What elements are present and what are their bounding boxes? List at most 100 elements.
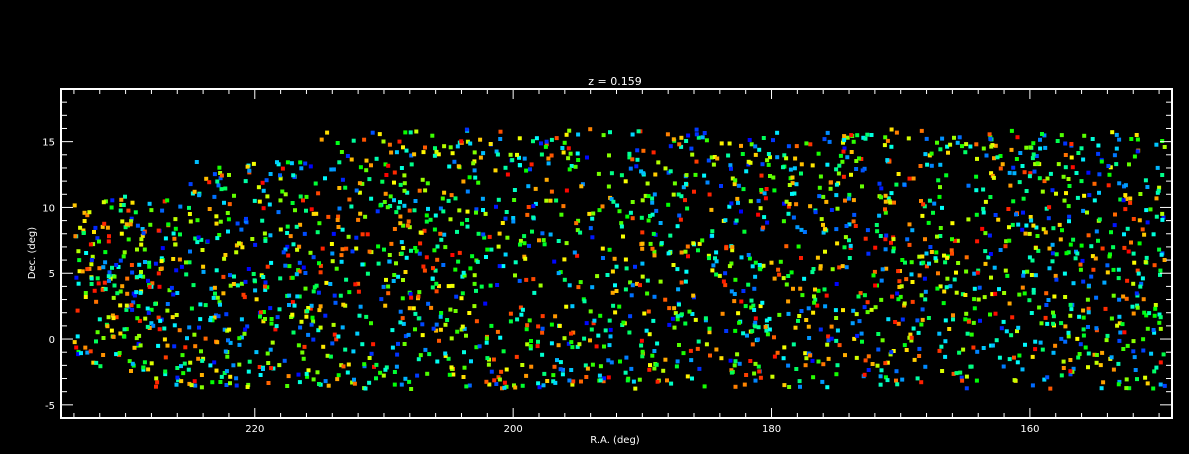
data-point	[124, 307, 129, 312]
data-point	[758, 304, 763, 309]
data-point	[741, 331, 746, 336]
data-point	[960, 144, 964, 149]
data-point	[484, 255, 488, 259]
data-point	[72, 203, 77, 208]
data-point	[398, 182, 403, 187]
data-point	[335, 218, 340, 222]
data-point	[234, 243, 239, 248]
data-point	[89, 276, 94, 281]
data-point	[376, 261, 381, 266]
data-point	[396, 274, 401, 279]
data-point	[489, 369, 494, 374]
data-point	[625, 214, 630, 219]
data-point	[564, 132, 569, 137]
data-point	[641, 171, 646, 176]
data-point	[647, 367, 652, 372]
data-point	[227, 173, 231, 177]
data-point	[218, 171, 223, 175]
data-point	[1037, 176, 1042, 181]
data-point	[441, 263, 446, 267]
data-point	[1022, 270, 1026, 275]
data-point	[905, 237, 910, 242]
data-point	[590, 216, 595, 221]
data-point	[650, 212, 655, 217]
data-point	[172, 236, 177, 241]
data-point	[752, 308, 757, 312]
data-point	[1158, 315, 1163, 320]
data-point	[964, 374, 969, 379]
data-point	[465, 189, 470, 194]
data-point	[589, 327, 594, 332]
data-point	[225, 211, 230, 215]
data-point	[966, 183, 971, 188]
data-point	[287, 303, 291, 307]
data-point	[1122, 330, 1127, 335]
data-point	[729, 368, 734, 373]
data-point	[215, 295, 220, 300]
data-point	[764, 187, 769, 191]
data-point	[517, 278, 522, 283]
data-point	[92, 288, 97, 293]
data-point	[640, 241, 645, 246]
data-point	[975, 349, 980, 354]
data-point	[696, 339, 701, 344]
data-point	[472, 281, 477, 286]
data-point	[665, 132, 670, 137]
data-point	[823, 304, 828, 309]
data-point	[942, 289, 947, 294]
data-point	[946, 150, 950, 155]
data-point	[847, 192, 852, 197]
data-point	[485, 356, 490, 361]
data-point	[110, 265, 114, 270]
data-point	[311, 255, 316, 260]
data-point	[739, 143, 743, 148]
data-point	[804, 356, 809, 361]
data-point	[934, 250, 939, 255]
data-point	[733, 384, 738, 389]
data-point	[753, 316, 758, 321]
data-point	[524, 277, 529, 282]
data-point	[75, 308, 80, 313]
data-point	[142, 247, 147, 252]
data-point	[824, 199, 829, 204]
data-point	[1043, 145, 1048, 150]
data-point	[87, 210, 92, 215]
data-point	[895, 291, 900, 296]
data-point	[183, 345, 188, 350]
data-point	[403, 334, 408, 339]
data-point	[1075, 195, 1080, 200]
data-point	[345, 154, 350, 158]
data-point	[533, 186, 538, 191]
data-point	[130, 270, 135, 275]
data-point	[815, 303, 820, 308]
data-point	[269, 317, 274, 321]
data-point	[762, 191, 767, 196]
data-point	[90, 254, 95, 259]
data-point	[321, 344, 326, 349]
data-point	[969, 364, 974, 369]
data-point	[897, 279, 902, 284]
data-point	[420, 322, 425, 327]
data-point	[1024, 145, 1029, 150]
data-point	[847, 256, 852, 260]
data-point	[1068, 242, 1073, 247]
data-point	[1081, 308, 1086, 313]
data-point	[433, 268, 438, 273]
data-point	[1120, 322, 1125, 327]
data-point	[268, 172, 273, 176]
data-point	[621, 234, 625, 239]
data-point	[556, 271, 561, 276]
data-point	[1109, 230, 1113, 235]
data-point	[429, 305, 434, 310]
data-point	[209, 286, 214, 291]
data-point	[661, 368, 666, 373]
data-point	[295, 247, 300, 252]
data-point	[157, 284, 162, 289]
data-point	[940, 136, 945, 141]
data-point	[344, 277, 349, 282]
data-point	[97, 266, 102, 271]
data-point	[750, 329, 755, 334]
data-point	[640, 349, 645, 354]
data-point	[184, 260, 188, 265]
data-point	[472, 150, 477, 155]
